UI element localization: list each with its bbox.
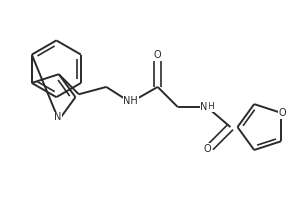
Text: O: O xyxy=(279,108,286,118)
Text: N: N xyxy=(54,112,61,122)
Text: O: O xyxy=(154,50,161,60)
Text: N: N xyxy=(200,102,208,112)
Text: O: O xyxy=(204,144,211,154)
Text: NH: NH xyxy=(123,96,138,106)
Text: H: H xyxy=(208,102,214,111)
